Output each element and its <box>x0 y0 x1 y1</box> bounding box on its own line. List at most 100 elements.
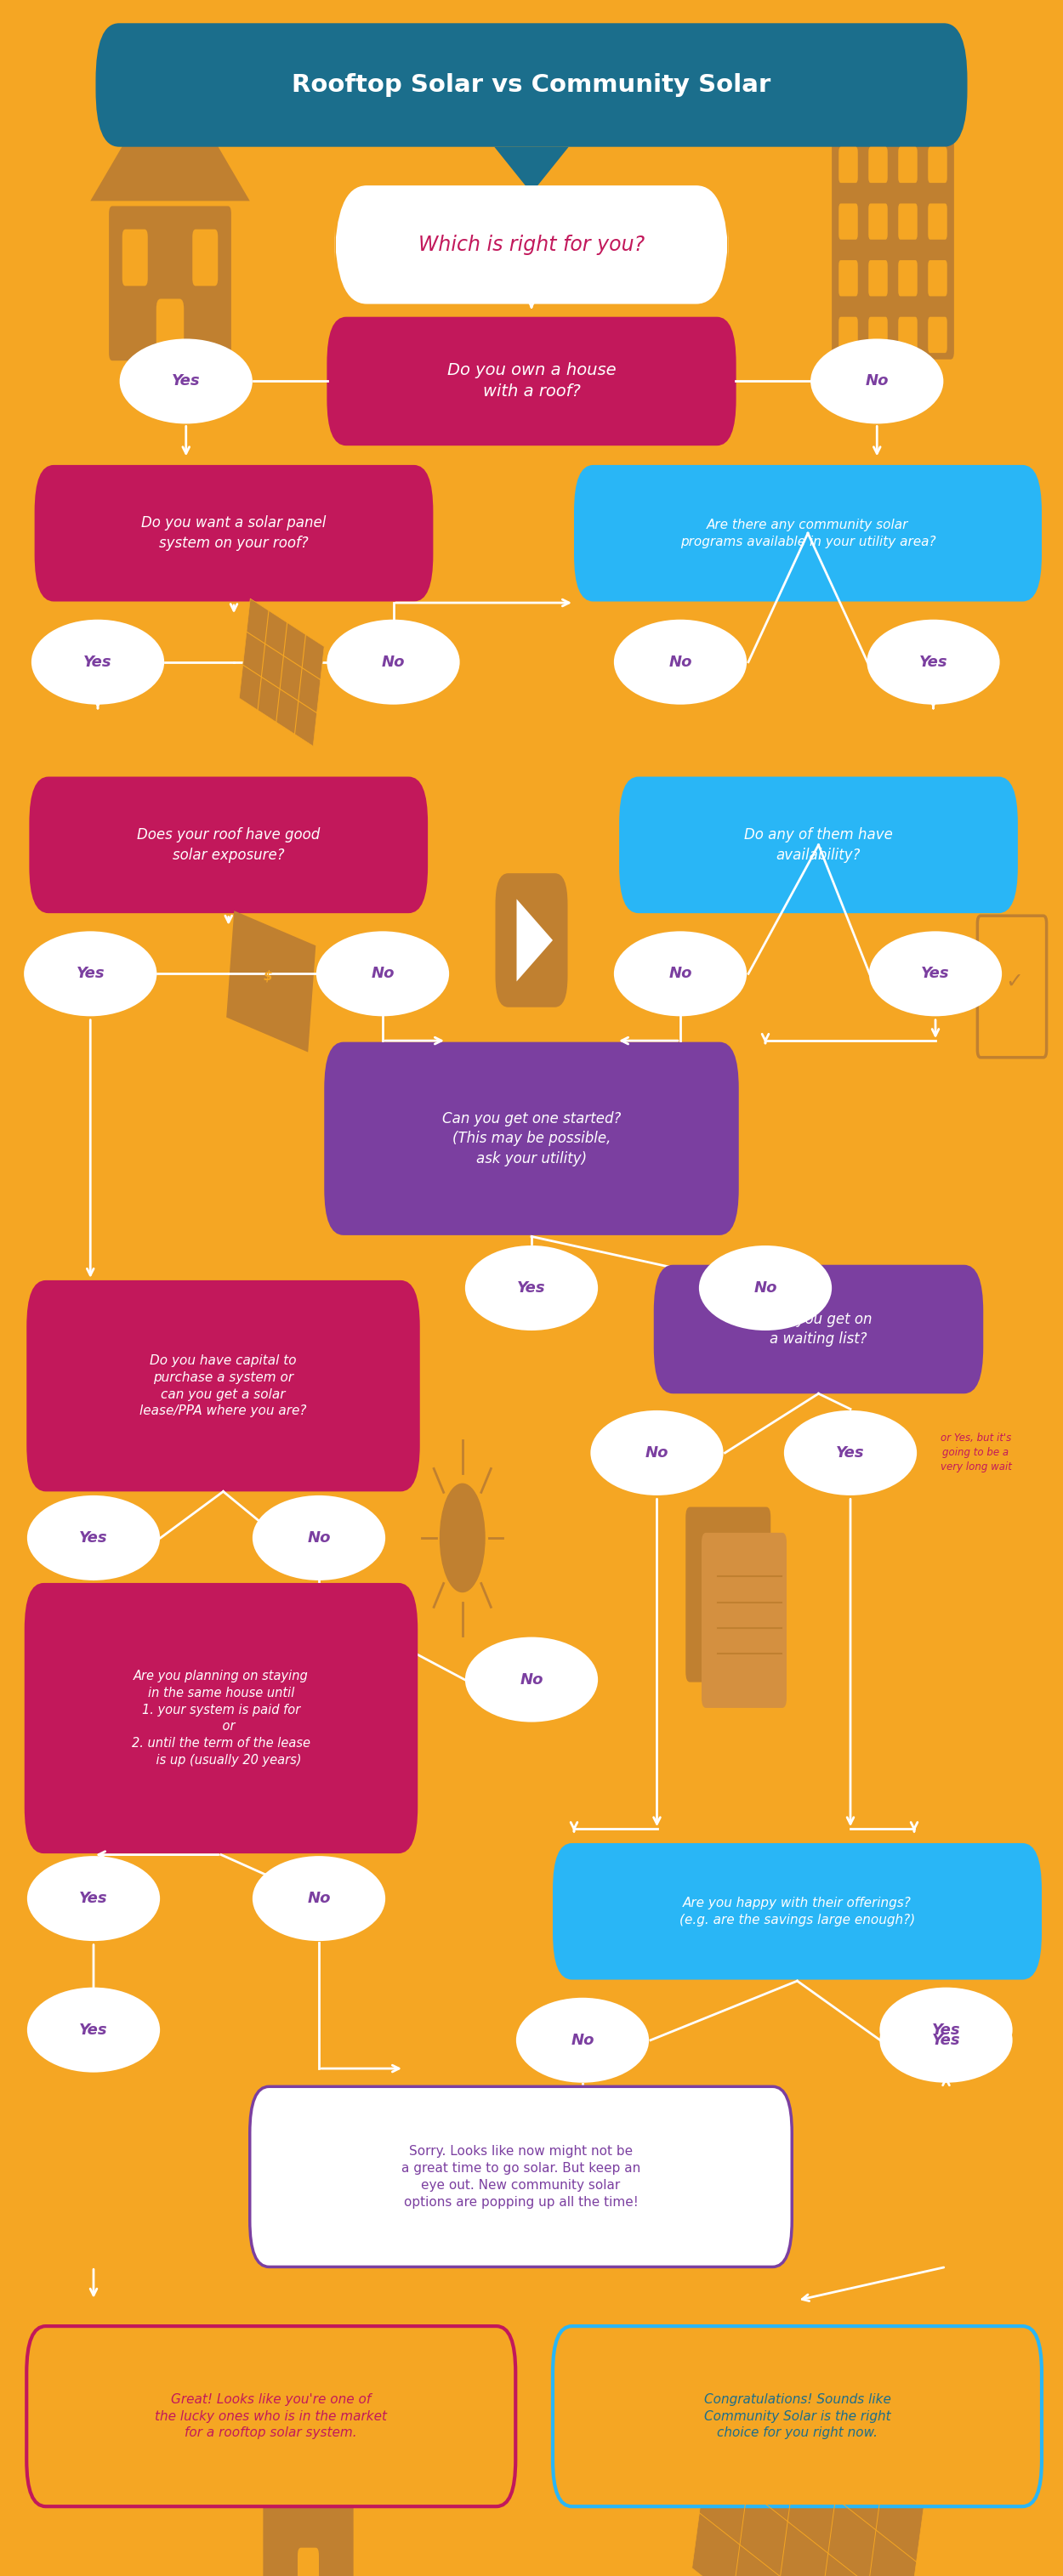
FancyBboxPatch shape <box>156 299 184 371</box>
Text: No: No <box>571 2032 594 2048</box>
Ellipse shape <box>317 933 450 1018</box>
FancyBboxPatch shape <box>978 914 1046 1059</box>
Text: Rooftop Solar vs Community Solar: Rooftop Solar vs Community Solar <box>292 72 771 98</box>
Text: Yes: Yes <box>922 966 949 981</box>
Circle shape <box>440 1484 485 1592</box>
Text: No: No <box>520 1672 543 1687</box>
Ellipse shape <box>32 621 164 706</box>
FancyBboxPatch shape <box>328 2424 352 2439</box>
FancyBboxPatch shape <box>34 464 434 603</box>
Ellipse shape <box>870 933 1001 1018</box>
Text: No: No <box>307 1891 331 1906</box>
FancyBboxPatch shape <box>27 2326 516 2506</box>
FancyBboxPatch shape <box>868 147 888 183</box>
FancyBboxPatch shape <box>868 317 888 353</box>
FancyBboxPatch shape <box>928 204 947 240</box>
FancyBboxPatch shape <box>928 260 947 296</box>
Polygon shape <box>90 64 250 201</box>
FancyBboxPatch shape <box>839 147 858 183</box>
FancyBboxPatch shape <box>250 2087 792 2267</box>
Text: Congratulations! Sounds like
Community Solar is the right
choice for you right n: Congratulations! Sounds like Community S… <box>704 2393 891 2439</box>
Text: Can you get on
a waiting list?: Can you get on a waiting list? <box>764 1311 873 1347</box>
Text: Can you get one started?
(This may be possible,
ask your utility): Can you get one started? (This may be po… <box>442 1110 621 1167</box>
Text: No: No <box>669 966 692 981</box>
Ellipse shape <box>880 1999 1012 2081</box>
Text: Do you own a house
with a roof?: Do you own a house with a roof? <box>448 363 615 399</box>
FancyBboxPatch shape <box>327 317 736 446</box>
Text: Yes: Yes <box>518 1280 545 1296</box>
FancyBboxPatch shape <box>297 2465 320 2481</box>
FancyBboxPatch shape <box>839 204 858 240</box>
Ellipse shape <box>614 933 746 1018</box>
Text: Do you have capital to
purchase a system or
can you get a solar
lease/PPA where : Do you have capital to purchase a system… <box>139 1355 307 1417</box>
FancyBboxPatch shape <box>654 1265 983 1394</box>
Text: ✓: ✓ <box>1006 971 1023 992</box>
FancyBboxPatch shape <box>832 116 955 361</box>
Polygon shape <box>239 598 324 747</box>
FancyBboxPatch shape <box>122 229 148 286</box>
Ellipse shape <box>811 340 944 425</box>
Ellipse shape <box>28 1989 159 2071</box>
Ellipse shape <box>253 1855 386 1942</box>
Text: Yes: Yes <box>932 2032 960 2048</box>
Polygon shape <box>226 912 316 1051</box>
FancyBboxPatch shape <box>24 1582 418 1855</box>
FancyBboxPatch shape <box>265 2424 288 2439</box>
Text: Great! Looks like you're one of
the lucky ones who is in the market
for a roofto: Great! Looks like you're one of the luck… <box>155 2393 387 2439</box>
FancyBboxPatch shape <box>928 147 947 183</box>
FancyBboxPatch shape <box>297 2424 320 2439</box>
Polygon shape <box>692 2347 924 2576</box>
Ellipse shape <box>867 621 999 706</box>
Text: No: No <box>382 654 405 670</box>
Text: Does your roof have good
solar exposure?: Does your roof have good solar exposure? <box>137 827 320 863</box>
FancyBboxPatch shape <box>898 147 917 183</box>
FancyBboxPatch shape <box>96 23 967 147</box>
Ellipse shape <box>517 1999 648 2081</box>
Text: Do you want a solar panel
system on your roof?: Do you want a solar panel system on your… <box>141 515 326 551</box>
Ellipse shape <box>24 933 157 1018</box>
Polygon shape <box>494 147 569 193</box>
Text: or Yes, but it's
going to be a
very long wait: or Yes, but it's going to be a very long… <box>940 1432 1012 1473</box>
FancyBboxPatch shape <box>839 317 858 353</box>
Ellipse shape <box>880 1989 1012 2071</box>
Text: Yes: Yes <box>84 654 112 670</box>
FancyBboxPatch shape <box>328 2465 352 2481</box>
Text: Yes: Yes <box>837 1445 864 1461</box>
Text: Yes: Yes <box>172 374 200 389</box>
Ellipse shape <box>119 340 253 425</box>
Text: No: No <box>754 1280 777 1296</box>
FancyBboxPatch shape <box>898 317 917 353</box>
Text: No: No <box>307 1530 331 1546</box>
Text: Yes: Yes <box>80 1530 107 1546</box>
FancyBboxPatch shape <box>495 873 568 1007</box>
Text: Yes: Yes <box>77 966 104 981</box>
Ellipse shape <box>28 1855 159 1942</box>
Text: Yes: Yes <box>80 1891 107 1906</box>
FancyBboxPatch shape <box>29 778 427 914</box>
Ellipse shape <box>466 1638 597 1723</box>
FancyBboxPatch shape <box>898 204 917 240</box>
FancyBboxPatch shape <box>619 778 1018 914</box>
Text: $: $ <box>264 971 272 981</box>
Text: No: No <box>669 654 692 670</box>
Ellipse shape <box>466 1247 597 1329</box>
Text: Do any of them have
availability?: Do any of them have availability? <box>744 827 893 863</box>
FancyBboxPatch shape <box>265 2465 288 2481</box>
Text: Yes: Yes <box>919 654 947 670</box>
Ellipse shape <box>591 1412 723 1494</box>
Ellipse shape <box>784 1412 916 1494</box>
Text: Are you planning on staying
in the same house until
1. your system is paid for
 : Are you planning on staying in the same … <box>132 1669 310 1767</box>
FancyBboxPatch shape <box>928 317 947 353</box>
Text: Which is right for you?: Which is right for you? <box>419 234 644 255</box>
FancyBboxPatch shape <box>298 2548 319 2576</box>
FancyBboxPatch shape <box>553 1844 1042 1978</box>
Polygon shape <box>249 2411 368 2494</box>
Text: No: No <box>645 1445 669 1461</box>
Ellipse shape <box>614 621 746 706</box>
Ellipse shape <box>327 621 459 706</box>
Text: Yes: Yes <box>932 2022 960 2038</box>
FancyBboxPatch shape <box>192 229 218 286</box>
FancyBboxPatch shape <box>324 1043 739 1236</box>
FancyBboxPatch shape <box>109 206 232 361</box>
Ellipse shape <box>28 1494 159 1579</box>
